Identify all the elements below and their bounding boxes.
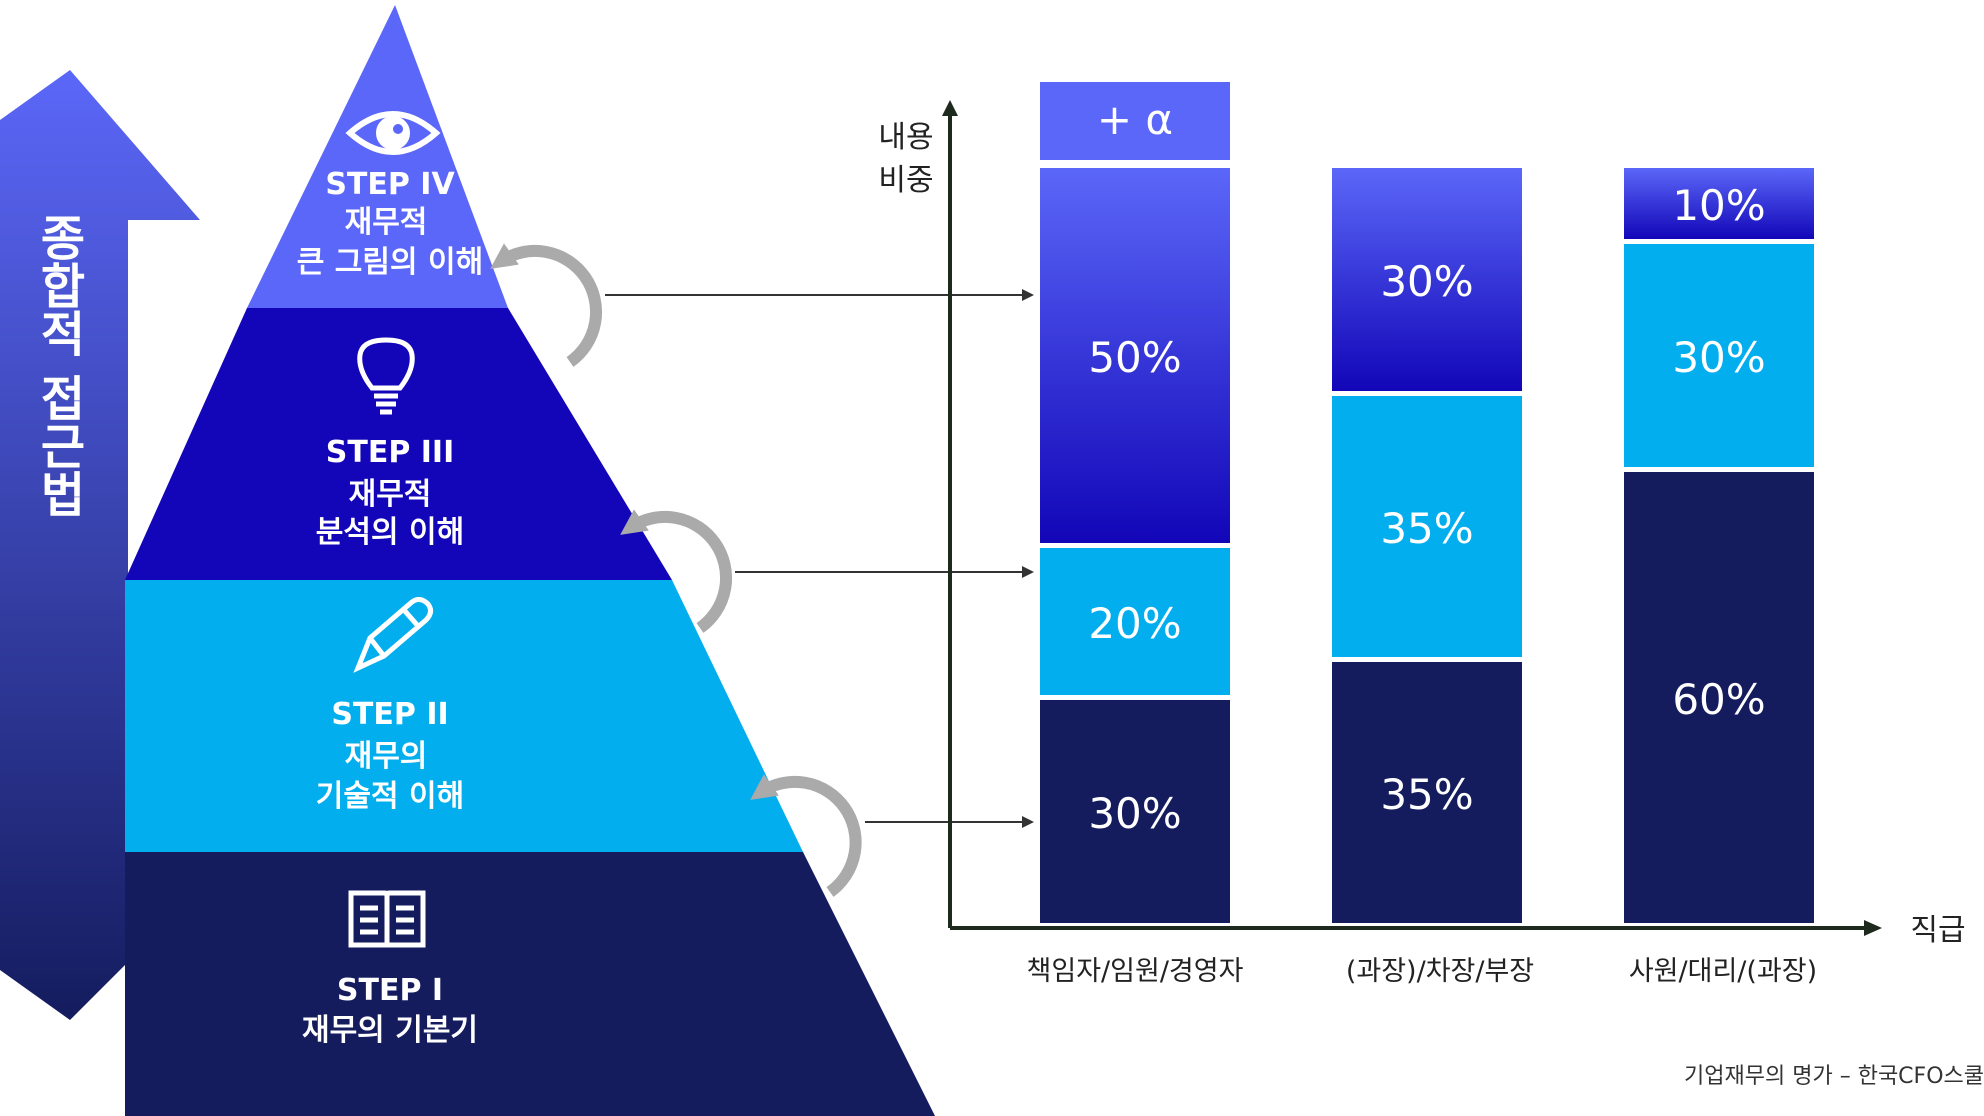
- step4-title: STEP IV: [325, 167, 455, 202]
- chart-bars: 30% 20% 50% + α 35% 35% 30% 60% 30% 10%: [1040, 82, 1814, 923]
- pencil-icon: [353, 596, 434, 673]
- bar-0-level1: [1040, 700, 1230, 923]
- curve-arrow-4: [490, 243, 603, 367]
- step2-title: STEP II: [331, 697, 448, 732]
- step3-line2: 분석의 이해: [316, 515, 464, 550]
- pyramid-step2: [125, 580, 803, 852]
- curve-arrow-3: [620, 509, 733, 633]
- step3-title: STEP III: [326, 435, 454, 470]
- step4-text: STEP IV 재무적 큰 그림의 이해: [297, 167, 484, 280]
- lightbulb-icon: [357, 337, 415, 415]
- bar-2-level2: [1624, 244, 1814, 467]
- bar-1-level3: [1332, 168, 1522, 391]
- y-axis-label-line1: 내용: [878, 120, 933, 155]
- approach-arrow: 종합적 접근법: [0, 70, 200, 1020]
- chart-axes: [942, 100, 1882, 936]
- category-label-2: 사원/대리/(과장): [1629, 956, 1817, 987]
- step3-line1: 재무적: [349, 477, 432, 512]
- book-icon: [348, 890, 426, 948]
- curved-arrows: [490, 243, 862, 897]
- step1-text: STEP I 재무의 기본기: [302, 973, 478, 1048]
- bar-1-level1: [1332, 662, 1522, 923]
- step1-line1: 재무의 기본기: [302, 1013, 478, 1048]
- step3-text: STEP III 재무적 분석의 이해: [316, 435, 464, 550]
- bar-1-level3-label: 30%: [1380, 257, 1473, 306]
- bar-0-level2-label: 20%: [1088, 599, 1181, 648]
- bar-2-level3-label: 10%: [1672, 181, 1765, 230]
- curve-arrow-2: [750, 774, 862, 897]
- source-note: 기업재무의 명가 – 한국CFO스쿨: [1684, 1064, 1984, 1089]
- x-axis-label: 직급: [1910, 913, 1965, 948]
- bar-2-level1: [1624, 472, 1814, 923]
- bar-0-extra: [1040, 82, 1230, 160]
- x-axis-arrowhead: [1864, 920, 1882, 936]
- step2-text: STEP II 재무의 기술적 이해: [316, 697, 464, 814]
- step2-line1: 재무의: [345, 739, 428, 774]
- bar-0-level1-label: 30%: [1088, 789, 1181, 838]
- pyramid: [125, 5, 935, 1116]
- bar-2-level3: [1624, 168, 1814, 239]
- bar-0-level3-label: 50%: [1088, 333, 1181, 382]
- category-label-0: 책임자/임원/경영자: [1027, 956, 1244, 987]
- step4-line2: 큰 그림의 이해: [297, 245, 484, 280]
- bar-0-extra-label: + α: [1097, 95, 1173, 144]
- step4-line1: 재무적: [345, 205, 428, 240]
- bar-1-level1-label: 35%: [1380, 770, 1473, 819]
- y-axis-label-line2: 비중: [878, 163, 933, 198]
- bar-2-level2-label: 30%: [1672, 333, 1765, 382]
- pyramid-step4: [247, 5, 508, 308]
- bar-0-level3: [1040, 168, 1230, 543]
- pyramid-step1: [125, 852, 935, 1116]
- bar-1-level2: [1332, 396, 1522, 657]
- bar-0-level2: [1040, 548, 1230, 695]
- y-axis-arrowhead: [942, 100, 958, 116]
- bar-1-level2-label: 35%: [1380, 504, 1473, 553]
- approach-label: 종합적 접근법: [30, 213, 86, 518]
- step2-line2: 기술적 이해: [316, 779, 464, 814]
- eye-icon: [345, 111, 441, 155]
- category-label-1: (과장)/차장/부장: [1346, 956, 1534, 987]
- bar-2-level1-label: 60%: [1672, 675, 1765, 724]
- step1-title: STEP I: [337, 973, 443, 1008]
- pyramid-step3: [125, 308, 672, 580]
